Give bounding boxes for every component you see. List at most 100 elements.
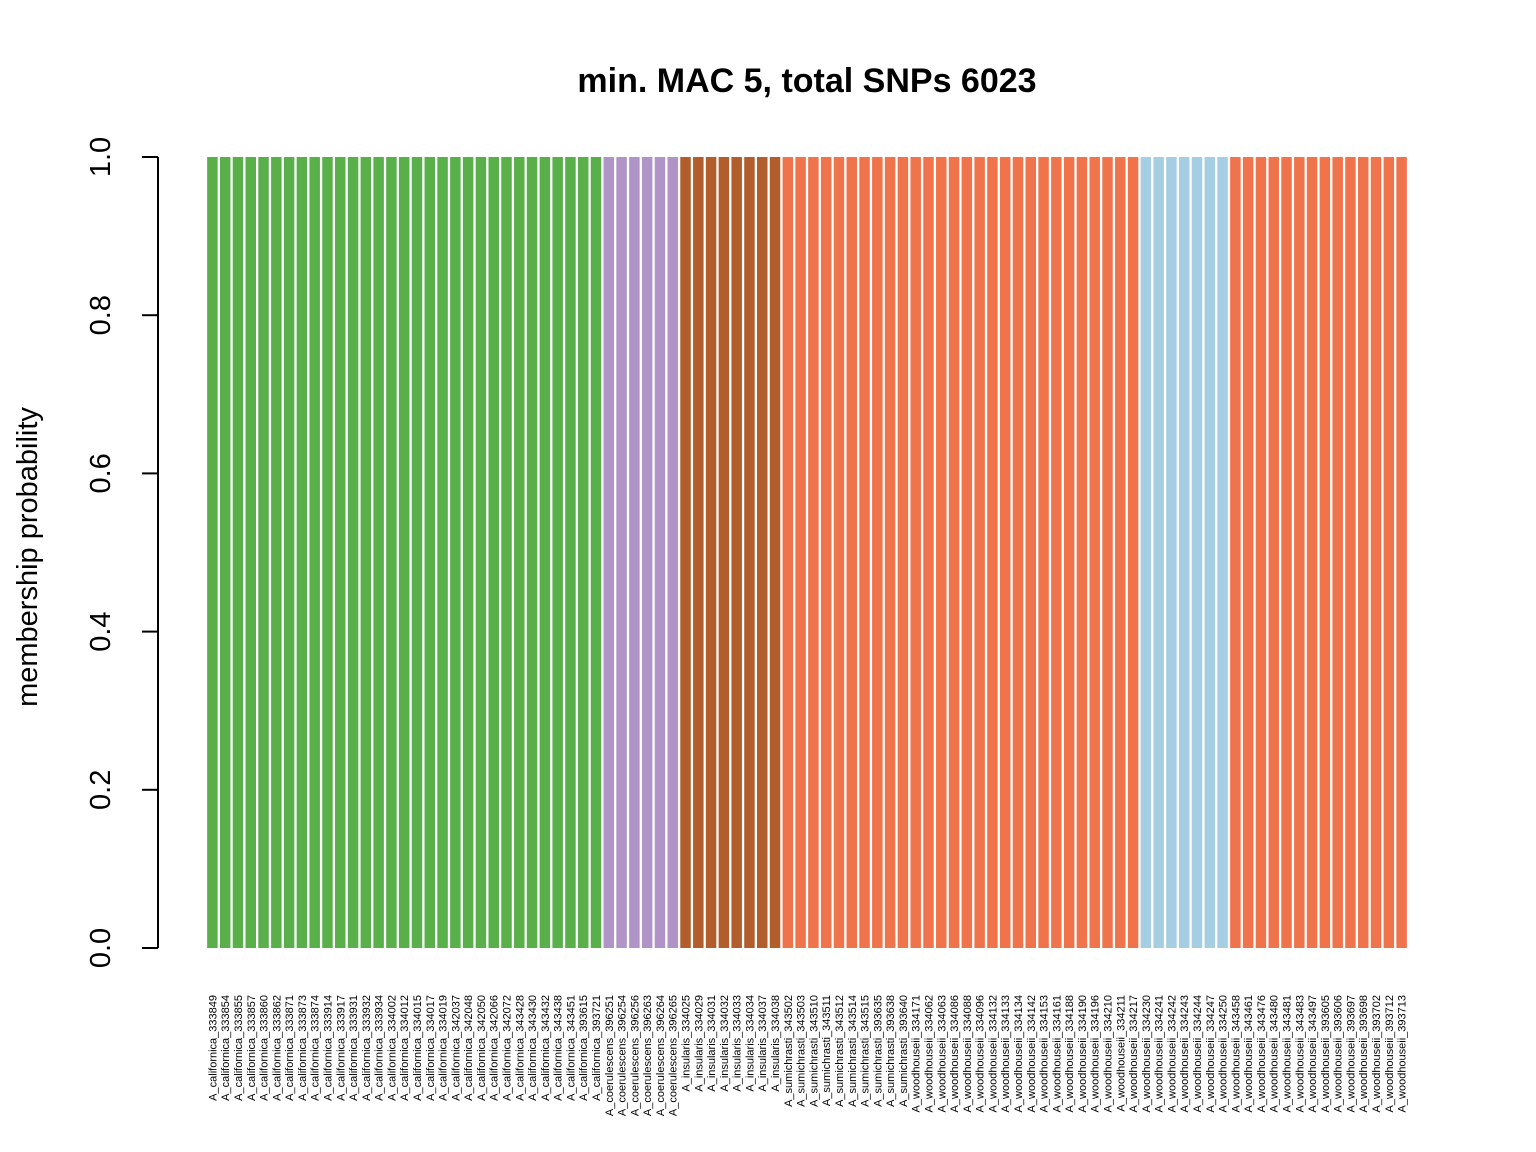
x-tick-label: A_woodhouseii_343480 [1269,995,1281,1112]
x-tick-labels: A_californica_333849 A_californica_333854… [207,995,1408,1116]
x-tick-label: A_californica_333855 [233,995,245,1101]
x-tick-label: A_coerulescens_396265 [668,995,680,1116]
bar [654,157,666,948]
bar [360,157,372,948]
x-tick-label: A_woodhouseii_334217 [1128,995,1140,1112]
bar [1076,157,1088,948]
y-tick-label: 0.4 [85,611,117,651]
bar [999,157,1011,948]
x-tick-label: A_sumichrasti_343512 [834,995,846,1107]
bar [1140,157,1152,948]
bar [258,157,269,948]
y-tick-label: 1.0 [85,137,117,177]
x-tick-label: A_woodhouseii_334153 [1039,995,1051,1112]
y-tick-label: 0.2 [85,770,117,810]
chart-title: min. MAC 5, total SNPs 6023 [577,62,1036,100]
x-tick-label: A_woodhouseii_343458 [1230,995,1242,1112]
bar [1153,157,1164,948]
x-tick-label: A_woodhouseii_393702 [1371,995,1383,1112]
bar [1281,157,1292,948]
bar [552,157,563,948]
x-tick-label: A_woodhouseii_393606 [1333,995,1345,1112]
x-tick-label: A_woodhouseii_334243 [1179,995,1191,1112]
x-tick-label: A_californica_333871 [284,995,296,1101]
x-tick-label: A_woodhouseii_343461 [1243,995,1255,1112]
x-tick-label: A_woodhouseii_334086 [949,995,961,1112]
bar [1115,157,1126,948]
x-tick-label: A_woodhouseii_334247 [1205,995,1217,1112]
x-tick-label: A_californica_342050 [476,995,488,1101]
x-tick-label: A_sumichrasti_343502 [783,995,795,1107]
bar [744,157,755,948]
x-tick-label: A_woodhouseii_334230 [1141,995,1153,1112]
bar [641,157,653,948]
x-tick-label: A_sumichrasti_393640 [898,995,910,1107]
x-tick-label: A_woodhouseii_334188 [1064,995,1076,1112]
x-tick-label: A_coerulescens_396256 [629,995,641,1116]
x-tick-label: A_woodhouseii_343483 [1294,995,1306,1112]
x-tick-label: A_californica_343438 [553,995,565,1101]
bar [296,157,308,948]
x-tick-label: A_woodhouseii_334088 [962,995,974,1112]
bar [1294,157,1305,948]
bar [1217,157,1228,948]
x-tick-label: A_californica_342037 [450,995,462,1101]
bar [1345,157,1356,948]
bar [539,157,551,948]
bar [347,157,359,948]
bar [961,157,973,948]
x-tick-label: A_woodhouseii_334161 [1051,995,1063,1112]
bar [757,157,768,948]
bar [859,157,870,948]
bar [565,157,576,948]
bar [475,157,487,948]
bar [322,157,333,948]
x-tick-label: A_woodhouseii_393697 [1345,995,1357,1112]
bar [616,157,627,948]
bar [590,157,602,948]
bar [936,157,947,948]
bar [335,157,346,948]
bar [245,157,256,948]
bar [910,157,921,948]
x-tick-label: A_coerulescens_396263 [642,995,654,1116]
x-tick-label: A_coerulescens_396264 [655,995,667,1116]
bar [283,157,295,948]
x-tick-label: A_sumichrasti_343511 [821,995,833,1106]
bar [1127,157,1139,948]
x-tick-label: A_woodhouseii_343497 [1307,995,1319,1112]
bar [1051,157,1062,948]
y-axis: 0.0 0.2 0.4 0.6 0.8 1.0 [85,137,159,968]
x-tick-label: A_californica_334002 [386,995,398,1101]
x-tick-label: A_californica_393721 [591,995,603,1101]
bar [386,157,397,948]
x-tick-label: A_woodhouseii_393712 [1384,995,1396,1112]
y-axis-label: membership probability [12,407,44,707]
bar [833,157,845,948]
x-tick-label: A_californica_333849 [207,995,219,1101]
bar [1268,157,1279,948]
bar [1383,157,1395,948]
bar [1191,157,1203,948]
y-tick-label: 0.0 [85,928,117,968]
bar [309,157,320,948]
bar [207,157,218,948]
bar [923,157,934,948]
bar [1102,157,1113,948]
x-tick-label: A_woodhouseii_393698 [1358,995,1370,1112]
x-tick-label: A_woodhouseii_334142 [1026,995,1038,1112]
x-tick-label: A_sumichrasti_393638 [885,995,897,1107]
bar [629,157,640,948]
x-tick-label: A_californica_333917 [335,995,347,1101]
bar [424,157,436,948]
x-tick-label: A_sumichrasti_343515 [860,995,872,1107]
x-tick-label: A_woodhouseii_334211 [1115,995,1127,1112]
x-tick-label: A_woodhouseii_334190 [1077,995,1089,1112]
bar [1396,157,1407,948]
bar [1166,157,1177,948]
bar [577,157,589,948]
bar [501,157,512,948]
x-tick-label: A_californica_333931 [348,995,360,1101]
x-tick-label: A_californica_343432 [540,995,552,1101]
